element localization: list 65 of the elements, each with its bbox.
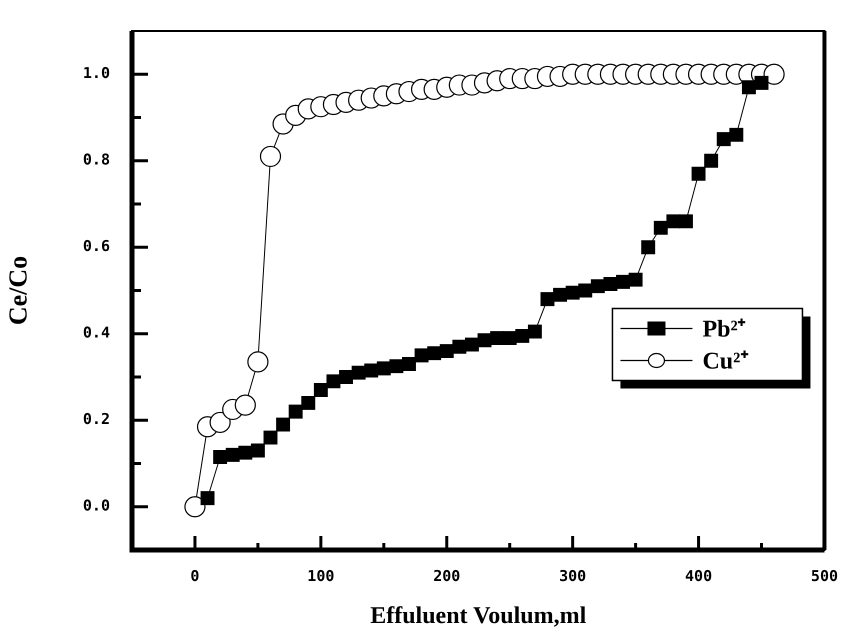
x-tick-label: 200 [433, 566, 460, 585]
x-tick-label: 500 [810, 566, 838, 585]
point [247, 351, 268, 372]
point [716, 132, 731, 146]
point [540, 292, 554, 306]
y-tick-label: 0.4 [82, 324, 110, 342]
x-tick-label: 300 [559, 566, 586, 585]
point [490, 331, 504, 346]
point [389, 359, 404, 374]
point [578, 284, 592, 298]
point [666, 214, 680, 228]
point [184, 496, 206, 518]
point [729, 128, 744, 142]
point [226, 448, 240, 462]
point [440, 344, 454, 358]
x-tick-label: 0 [190, 566, 200, 585]
point [628, 272, 643, 287]
y-tick-label: 0.8 [82, 150, 110, 169]
y-tick-label: 0.2 [82, 410, 110, 428]
point [704, 154, 718, 168]
point [376, 361, 391, 376]
x-axis-title: Effuluent Voulum,ml [370, 602, 587, 629]
point [301, 396, 316, 410]
point [427, 346, 442, 360]
point [238, 446, 252, 460]
point [603, 277, 618, 291]
point [590, 279, 605, 294]
point [326, 374, 340, 388]
point [213, 450, 228, 464]
point [260, 146, 282, 168]
point [250, 444, 265, 458]
x-tick-label: 400 [685, 566, 712, 585]
point [754, 76, 768, 90]
point [234, 394, 256, 416]
y-tick-label: 0.6 [82, 237, 110, 256]
point [352, 366, 366, 380]
point [692, 166, 706, 181]
point [641, 240, 656, 254]
point [414, 348, 429, 362]
point [654, 220, 668, 235]
point [364, 364, 378, 378]
point [553, 288, 568, 302]
point [402, 357, 416, 371]
point [679, 214, 693, 228]
point [339, 370, 353, 384]
point [276, 418, 290, 432]
legend-label: Cu²⁺ [702, 348, 748, 375]
point [264, 430, 278, 445]
point [566, 286, 580, 300]
point [515, 328, 530, 343]
point [314, 383, 328, 397]
x-tick-label: 100 [307, 566, 334, 585]
point [200, 491, 215, 506]
point [528, 324, 542, 339]
point [464, 338, 479, 352]
y-axis-title: Ce/Co [3, 256, 32, 326]
point [616, 274, 630, 289]
point [502, 331, 517, 346]
y-tick-label: 0.0 [82, 496, 110, 515]
point [210, 412, 231, 434]
point [742, 80, 756, 94]
point [288, 404, 303, 419]
point [763, 64, 785, 85]
y-tick-label: 1.0 [82, 64, 110, 82]
legend-label: Pb²⁺ [702, 316, 746, 343]
